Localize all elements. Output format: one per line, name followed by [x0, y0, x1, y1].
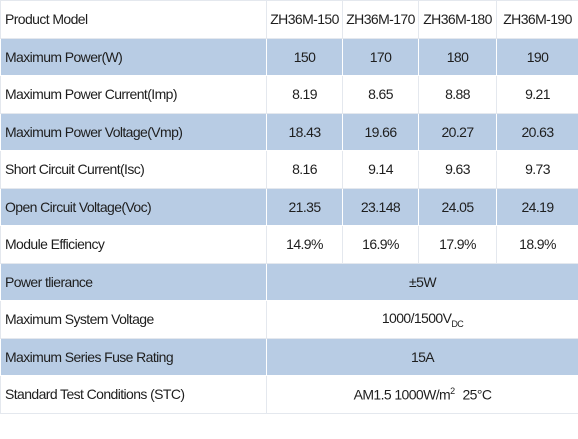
row-label: Maximum Power Current(Imp): [0, 75, 267, 114]
row-label: Open Circuit Voltage(Voc): [0, 187, 267, 226]
table-row: Open Circuit Voltage(Voc) 21.35 23.148 24.0…: [0, 187, 578, 226]
cell: 18.9%: [496, 225, 578, 264]
cell: 170: [342, 37, 419, 76]
row-label: Maximum Series Fuse Rating: [0, 337, 267, 376]
cell: 19.66: [342, 112, 419, 151]
cell: AM1.5 1000W/m2 25°C: [266, 375, 578, 414]
row-label: Standard Test Conditions (STC): [0, 375, 267, 414]
row-label: Maximum Power Voltage(Vmp): [0, 112, 267, 151]
table-row: Maximum Power Voltage(Vmp) 18.43 19.66 20.2…: [0, 112, 578, 151]
row-label: Short Circuit Current(Isc): [0, 150, 267, 189]
table-row: Maximum Power(W) 150 170 180 190: [0, 37, 578, 76]
cell: 180: [418, 37, 497, 76]
cell: 8.88: [418, 75, 497, 114]
cell: 17.9%: [418, 225, 497, 264]
cell-text: AM1.5 1000W/m: [353, 386, 451, 403]
cell: 9.14: [342, 150, 419, 189]
cell: 8.65: [342, 75, 419, 114]
row-label: Maximum Power(W): [0, 37, 267, 76]
cell: 21.35: [266, 187, 343, 226]
cell: 20.63: [496, 112, 578, 151]
cell: 20.27: [418, 112, 497, 151]
cell: 18.43: [266, 112, 343, 151]
table-row: Module Efficiency 14.9% 16.9% 17.9% 18.9%: [0, 225, 578, 264]
cell: ±5W: [266, 262, 578, 301]
cell: 14.9%: [266, 225, 343, 264]
cell: ZH36M-150: [266, 0, 343, 39]
superscript: 2: [450, 385, 455, 396]
cell: ZH36M-180: [418, 0, 497, 39]
table-row: Short Circuit Current(Isc) 8.16 9.14 9.63 9.…: [0, 150, 578, 189]
cell: 150: [266, 37, 343, 76]
table-row: Maximum Series Fuse Rating 15A: [0, 337, 578, 376]
cell: 24.05: [418, 187, 497, 226]
cell: 24.19: [496, 187, 578, 226]
cell: 9.63: [418, 150, 497, 189]
row-label: Product Model: [0, 0, 267, 39]
cell: 8.19: [266, 75, 343, 114]
cell: 190: [496, 37, 578, 76]
cell: 9.21: [496, 75, 578, 114]
cell-text: 25°C: [462, 386, 492, 403]
cell: 9.73: [496, 150, 578, 189]
table-row: Product Model ZH36M-150 ZH36M-170 ZH36M-180…: [0, 0, 578, 39]
subscript: DC: [451, 318, 464, 329]
table-row: Power tlierance ±5W: [0, 262, 578, 301]
table-row: Maximum System Voltage 1000/1500VDC: [0, 300, 578, 339]
row-label: Maximum System Voltage: [0, 300, 267, 339]
spec-table: Product Model ZH36M-150 ZH36M-170 ZH36M-180…: [0, 0, 578, 414]
cell: 8.16: [266, 150, 343, 189]
row-label: Power tlierance: [0, 262, 267, 301]
cell: ZH36M-170: [342, 0, 419, 39]
cell: 15A: [266, 337, 578, 376]
table-row: Standard Test Conditions (STC) AM1.5 1000…: [0, 375, 578, 414]
cell-text: 1000/1500V: [381, 309, 452, 326]
table-row: Maximum Power Current(Imp) 8.19 8.65 8.88 9.…: [0, 75, 578, 114]
cell: 1000/1500VDC: [266, 300, 578, 339]
cell: 16.9%: [342, 225, 419, 264]
cell: 23.148: [342, 187, 419, 226]
row-label: Module Efficiency: [0, 225, 267, 264]
cell: ZH36M-190: [496, 0, 578, 39]
